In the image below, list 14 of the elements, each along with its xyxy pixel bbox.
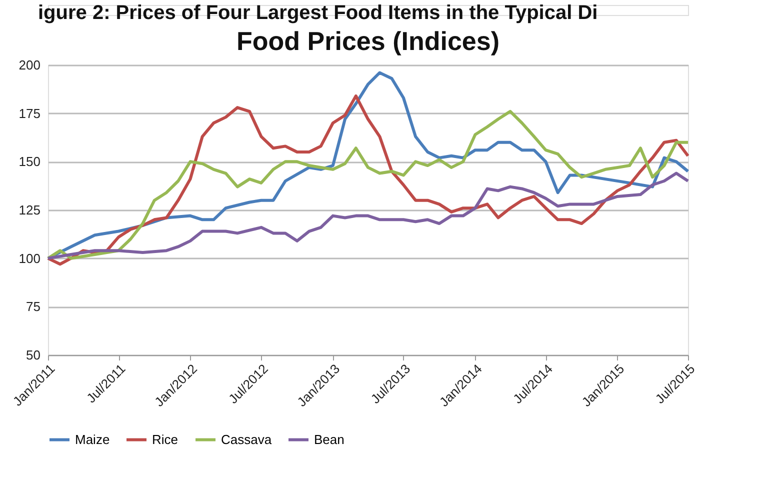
line-series: [46, 172, 690, 260]
chart-title: Food Prices (Indices): [236, 26, 500, 56]
y-tick-label: 75: [26, 299, 40, 314]
text: igure 2: Prices of Four Largest Food Items in the Typical Di: [38, 2, 598, 24]
y-tick-label: 50: [26, 348, 40, 362]
y-tick-label: 100: [18, 250, 40, 266]
legend-label: Cassava: [221, 432, 272, 447]
legend-label: Rice: [152, 432, 178, 447]
y-tick-label: 150: [18, 154, 40, 170]
legend-label: Bean: [314, 432, 344, 447]
y-tick-label: 200: [18, 58, 40, 72]
legend-label: Maize: [75, 432, 110, 447]
y-tick-label: 125: [18, 202, 40, 218]
y-tick-label: 175: [18, 106, 40, 121]
